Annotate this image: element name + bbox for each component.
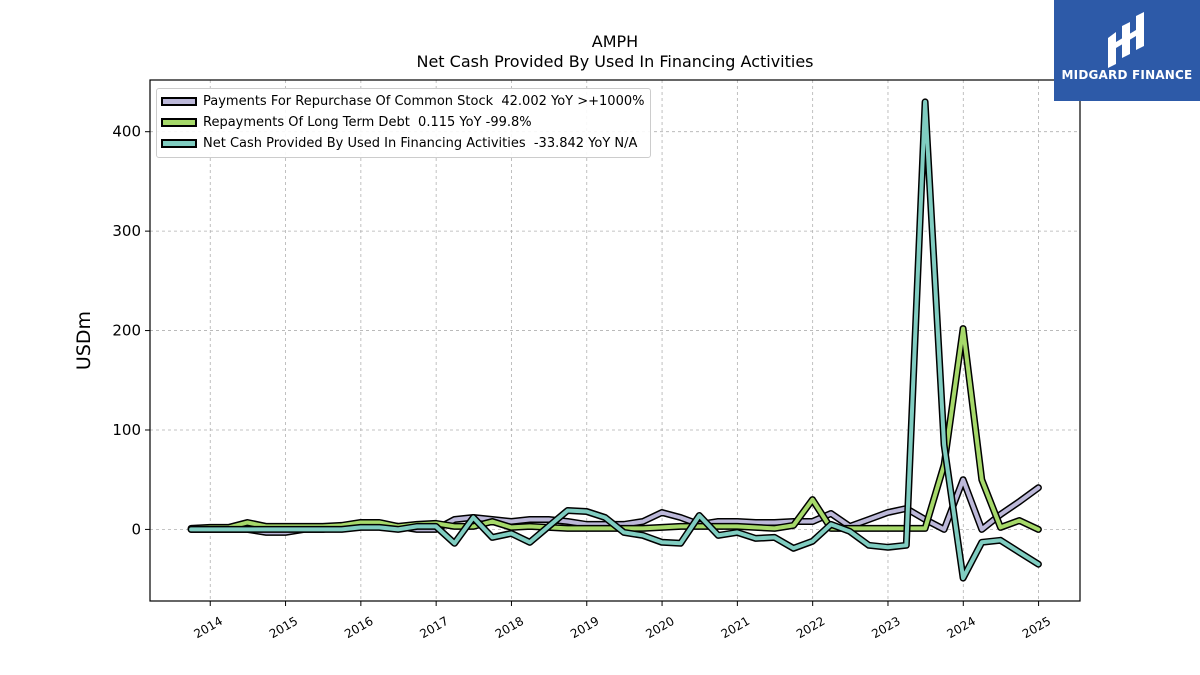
series-line-net-cash-outline (187, 98, 1042, 582)
x-tick-label: 2020 (643, 614, 676, 641)
x-tick-label: 2018 (493, 614, 526, 641)
legend-label: Repayments Of Long Term Debt 0.115 YoY -… (203, 115, 532, 130)
x-tick-label: 2021 (719, 614, 752, 641)
x-tick-label: 2015 (267, 614, 300, 641)
x-tick-label: 2022 (794, 614, 827, 641)
axes-frame (149, 79, 1081, 602)
y-tick-label: 300 (112, 222, 141, 240)
x-tick-label: 2016 (342, 614, 375, 641)
x-tick-label: 2017 (417, 614, 450, 641)
legend-swatch-repayments (161, 118, 197, 127)
legend-label: Net Cash Provided By Used In Financing A… (203, 136, 638, 151)
series-layer (187, 98, 1042, 582)
y-tick-label: 200 (112, 322, 141, 340)
brand-logo: MIDGARD FINANCE (1054, 0, 1200, 101)
x-tick-label: 2023 (869, 614, 902, 641)
y-tick-label: 100 (112, 421, 141, 439)
chart-legend: Payments For Repurchase Of Common Stock … (156, 88, 652, 158)
series-line-net-cash (189, 99, 1041, 581)
brand-name: MIDGARD FINANCE (1061, 68, 1193, 82)
midgard-logo-icon (1108, 12, 1144, 68)
x-tick-label: 2025 (1020, 614, 1053, 641)
legend-item: Repayments Of Long Term Debt 0.115 YoY -… (161, 112, 644, 133)
y-tick-label: 0 (131, 520, 141, 538)
x-tick-label: 2014 (192, 614, 225, 641)
legend-swatch-net-cash (161, 139, 197, 148)
chart-title: AMPH (591, 32, 639, 51)
x-tick-label: 2019 (568, 614, 601, 641)
legend-swatch-repurchase (161, 97, 197, 106)
chart-subtitle: Net Cash Provided By Used In Financing A… (416, 52, 814, 71)
x-tick-label: 2024 (945, 614, 978, 641)
y-tick-label: 400 (112, 123, 141, 141)
legend-item: Payments For Repurchase Of Common Stock … (161, 91, 644, 112)
y-axis-label: USDm (73, 311, 95, 370)
legend-label: Payments For Repurchase Of Common Stock … (203, 94, 645, 109)
legend-item: Net Cash Provided By Used In Financing A… (161, 133, 644, 154)
